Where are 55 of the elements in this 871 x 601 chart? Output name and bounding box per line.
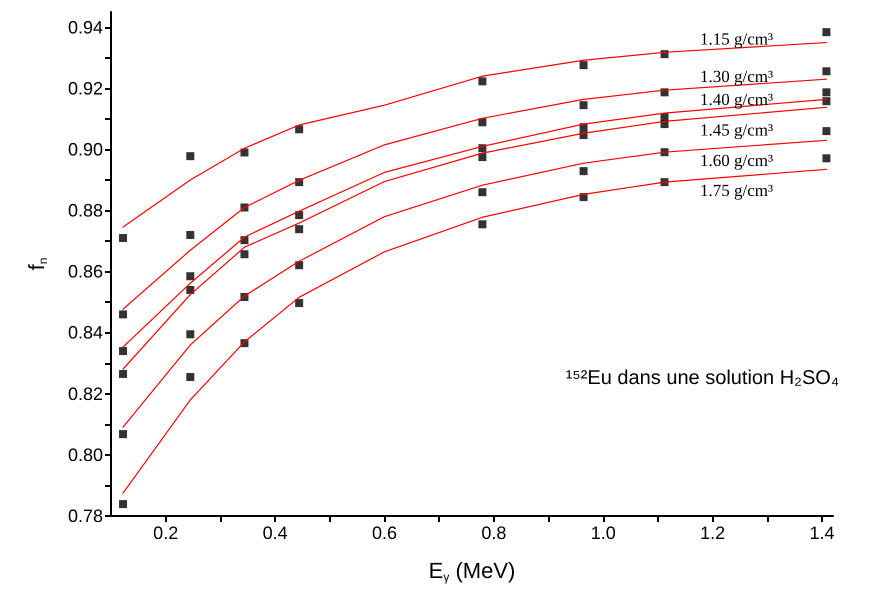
point bbox=[240, 250, 248, 258]
point bbox=[119, 370, 128, 378]
point bbox=[478, 188, 486, 196]
point bbox=[186, 330, 194, 338]
point bbox=[295, 225, 304, 234]
series-label: 1.15 g/cm³ bbox=[700, 29, 774, 48]
point bbox=[240, 148, 248, 157]
x-tick-label: 1.4 bbox=[810, 523, 835, 543]
point bbox=[478, 118, 486, 126]
y-tick-label: 0.78 bbox=[68, 506, 103, 526]
x-tick-label: 1.0 bbox=[590, 523, 616, 543]
point bbox=[186, 230, 194, 239]
point bbox=[119, 430, 128, 438]
y-tick-label: 0.84 bbox=[68, 322, 103, 343]
y-tick-label: 0.88 bbox=[68, 200, 103, 221]
y-tick-label: 0.92 bbox=[68, 78, 103, 98]
point bbox=[295, 299, 304, 308]
y-tick-label: 0.86 bbox=[68, 262, 103, 282]
point bbox=[119, 500, 128, 508]
point bbox=[478, 153, 486, 162]
point bbox=[186, 272, 194, 280]
x-tick-label: 0.6 bbox=[372, 523, 397, 543]
series-label: 1.45 g/cm³ bbox=[700, 120, 774, 140]
series-label: 1.40 g/cm³ bbox=[700, 90, 774, 110]
y-tick-label: 0.90 bbox=[68, 139, 103, 160]
point bbox=[119, 310, 128, 318]
y-axis-title: fn bbox=[24, 258, 50, 270]
point bbox=[822, 97, 830, 106]
y-tick-label: 0.80 bbox=[68, 444, 103, 465]
y-tick-label: 0.94 bbox=[68, 17, 103, 38]
x-tick-label: 1.2 bbox=[700, 523, 726, 543]
series-label: 1.75 g/cm³ bbox=[700, 181, 774, 200]
point bbox=[186, 152, 194, 160]
point bbox=[119, 234, 128, 242]
y-tick-label: 0.82 bbox=[68, 384, 103, 404]
annotation: ¹⁵²Eu dans une solution H₂SO₄ bbox=[566, 367, 840, 389]
point bbox=[822, 154, 830, 162]
point bbox=[580, 101, 588, 110]
x-tick-label: 0.8 bbox=[481, 523, 506, 543]
point bbox=[119, 347, 128, 356]
point bbox=[295, 211, 304, 220]
point bbox=[822, 67, 830, 76]
point bbox=[822, 88, 830, 96]
series-label: 1.60 g/cm³ bbox=[700, 151, 774, 170]
point bbox=[580, 167, 588, 176]
point bbox=[295, 125, 304, 134]
point bbox=[478, 220, 486, 228]
x-tick-label: 0.4 bbox=[262, 523, 288, 543]
point bbox=[186, 373, 194, 382]
point bbox=[822, 28, 830, 36]
point bbox=[822, 127, 830, 136]
series-label: 1.30 g/cm³ bbox=[700, 67, 774, 86]
point bbox=[478, 77, 486, 86]
point bbox=[580, 61, 588, 70]
x-tick-label: 0.2 bbox=[153, 523, 178, 543]
